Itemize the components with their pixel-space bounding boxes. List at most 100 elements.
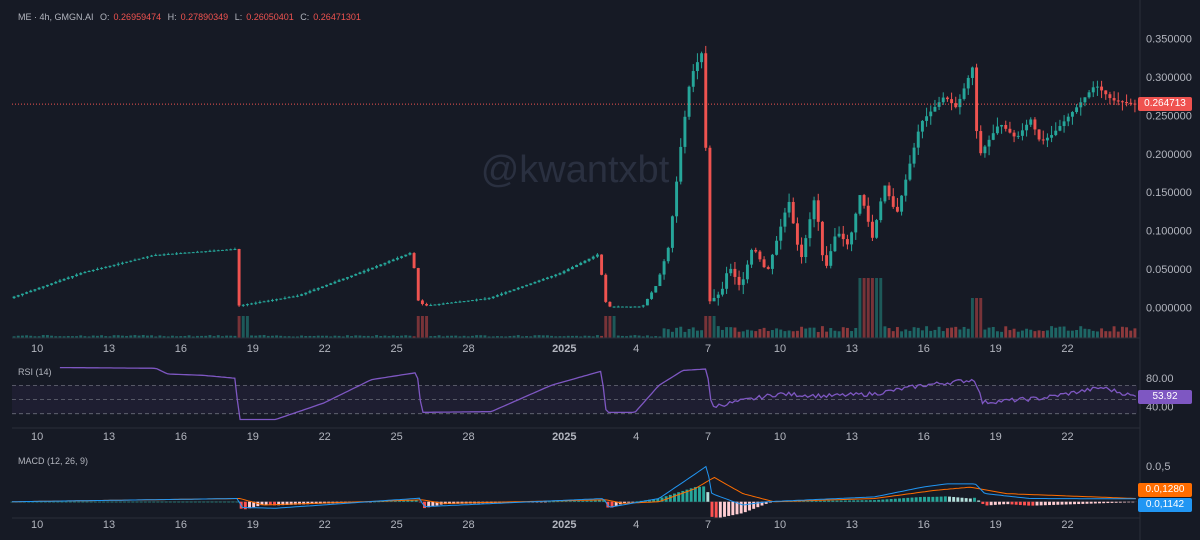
candle-body — [712, 297, 716, 302]
volume-bar — [237, 316, 241, 338]
x-tick-label: 19 — [247, 519, 259, 531]
volume-bar — [1008, 330, 1012, 338]
volume-bar — [833, 330, 837, 338]
candle-body — [66, 277, 70, 280]
candle-body — [262, 301, 266, 303]
macd-histogram-bar — [906, 497, 910, 502]
candle-body — [337, 280, 341, 282]
macd-histogram-bar — [1110, 501, 1114, 503]
volume-bar — [12, 336, 16, 338]
macd-histogram-bar — [202, 501, 206, 503]
volume-bar — [670, 331, 674, 338]
macd-histogram-bar — [1031, 501, 1035, 506]
macd-histogram-bar — [756, 501, 760, 508]
macd-histogram-bar — [123, 501, 126, 503]
candle-body — [241, 304, 245, 306]
candle-body — [970, 67, 974, 78]
candle-body — [529, 283, 533, 285]
volume-bar — [95, 335, 99, 338]
volume-bar — [433, 335, 437, 338]
candle-body — [666, 247, 670, 262]
macd-histogram-bar — [689, 488, 693, 502]
volume-bar — [212, 336, 216, 338]
macd-line — [11, 465, 1136, 509]
rsi-legend[interactable]: RSI (14) — [18, 367, 52, 377]
low-label: L: — [234, 12, 243, 22]
candle-body — [41, 286, 45, 288]
volume-bar — [883, 326, 887, 338]
volume-bar — [470, 335, 474, 338]
candle-body — [637, 306, 641, 308]
volume-bar — [950, 327, 954, 338]
volume-bar — [41, 335, 45, 338]
volume-bar — [83, 336, 87, 338]
candle-body — [516, 287, 520, 290]
volume-bar — [933, 329, 937, 338]
candle-body — [320, 286, 324, 289]
macd-histogram-bar — [960, 497, 964, 502]
macd-legend[interactable]: MACD (12, 26, 9) — [18, 456, 89, 466]
candle-body — [875, 220, 879, 238]
volume-bar — [841, 327, 845, 338]
macd-histogram-bar — [235, 501, 239, 503]
macd-histogram-bar — [181, 501, 185, 503]
candle-body — [904, 179, 908, 196]
macd-histogram-bar — [198, 501, 201, 503]
candle-body — [54, 281, 58, 284]
candle-body — [1104, 90, 1108, 95]
candle-body — [429, 305, 433, 307]
candle-body — [179, 253, 183, 255]
candle-body — [479, 299, 483, 301]
symbol-label[interactable]: ME · 4h, GMGN.AI — [18, 12, 94, 22]
volume-bar — [54, 336, 58, 338]
macd-histogram-bar — [139, 501, 143, 503]
volume-bar — [604, 316, 608, 338]
volume-bar — [229, 335, 233, 338]
macd-histogram-bar — [10, 501, 14, 503]
candle-body — [900, 195, 904, 212]
candle-body — [608, 301, 612, 307]
candle-body — [416, 268, 420, 301]
volume-bar — [508, 336, 512, 338]
volume-bar — [137, 335, 141, 338]
candle-body — [804, 238, 808, 258]
candle-body — [1120, 101, 1124, 103]
volume-bar — [170, 335, 174, 338]
macd-histogram-bar — [868, 500, 872, 502]
macd-histogram-bar — [881, 499, 885, 502]
macd-histogram-bar — [923, 496, 926, 502]
volume-bar — [929, 330, 933, 338]
candle-body — [37, 287, 41, 290]
x-tick-label: 22 — [319, 519, 331, 531]
volume-bar — [191, 336, 195, 338]
volume-bar — [712, 316, 716, 338]
macd-histogram-bar — [631, 501, 635, 503]
volume-bar — [616, 335, 620, 338]
macd-histogram-bar — [539, 501, 543, 503]
volume-bar — [333, 335, 337, 338]
candle-body — [862, 195, 866, 206]
macd-histogram-bar — [585, 500, 589, 502]
macd-histogram-bar — [714, 501, 718, 519]
volume-bar — [1004, 326, 1008, 338]
candle-body — [208, 250, 212, 252]
candle-body — [366, 269, 370, 271]
candle-body — [220, 249, 224, 251]
volume-bar — [266, 335, 270, 338]
volume-bar — [1016, 331, 1020, 338]
volume-bar — [466, 336, 470, 338]
candle-body — [316, 288, 320, 290]
macd-histogram-bar — [673, 493, 676, 502]
candle-body — [987, 139, 991, 147]
volume-bar — [683, 331, 687, 338]
candle-body — [291, 296, 295, 298]
volume-bar — [1125, 327, 1129, 338]
volume-bar — [875, 278, 879, 338]
volume-bar — [750, 330, 754, 338]
volume-bar — [562, 336, 566, 338]
volume-bar — [362, 335, 366, 338]
macd-histogram-bar — [693, 487, 697, 502]
candle-body — [275, 299, 279, 301]
candle-body — [437, 304, 441, 306]
